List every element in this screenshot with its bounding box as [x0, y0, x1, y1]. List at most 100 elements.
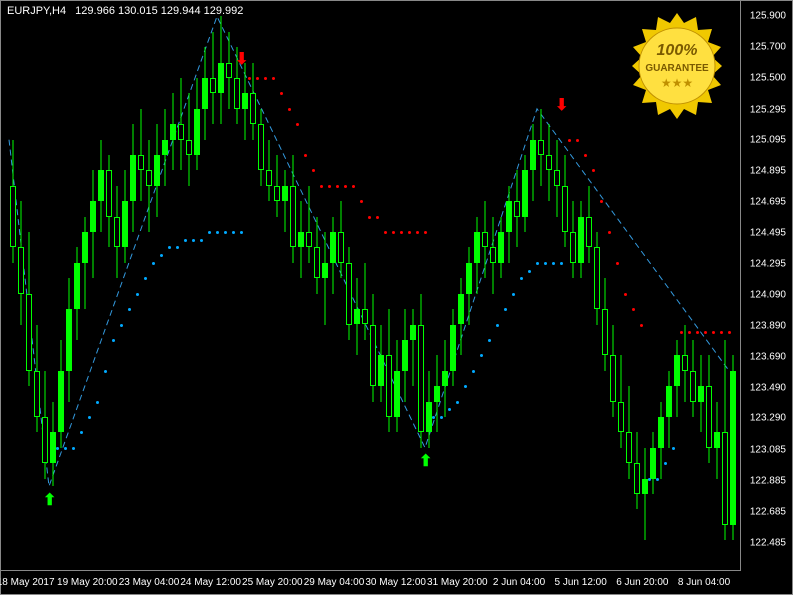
sar-dot-red [608, 231, 611, 234]
y-tick-label: 122.885 [750, 475, 786, 486]
y-tick-label: 124.090 [750, 290, 786, 301]
sar-dot-blue [448, 408, 451, 411]
sar-dot-blue [152, 262, 155, 265]
sar-dot-blue [104, 370, 107, 373]
sar-dot-red [408, 231, 411, 234]
y-tick-label: 125.295 [750, 104, 786, 115]
y-tick-label: 122.685 [750, 506, 786, 517]
sar-dot-blue [80, 431, 83, 434]
sar-dot-red [416, 231, 419, 234]
symbol-label: EURJPY,H4 [7, 5, 66, 17]
sar-dot-red [688, 331, 691, 334]
sar-dot-red [328, 185, 331, 188]
y-axis: 125.900125.700125.500125.295125.095124.8… [740, 1, 792, 571]
sar-dot-red [584, 154, 587, 157]
sar-dot-red [624, 293, 627, 296]
sar-dot-red [376, 216, 379, 219]
sar-dot-red [384, 231, 387, 234]
sell-arrow-icon: ⬇ [235, 49, 248, 69]
sar-dot-blue [504, 308, 507, 311]
sar-dot-red [304, 154, 307, 157]
sell-arrow-icon: ⬇ [555, 95, 568, 115]
sar-dot-blue [64, 447, 67, 450]
sar-dot-blue [200, 239, 203, 242]
badge-text-bottom: GUARANTEE [645, 63, 709, 74]
sar-dot-blue [656, 478, 659, 481]
sar-dot-blue [88, 416, 91, 419]
chart-title: EURJPY,H4 129.966 130.015 129.944 129.99… [7, 5, 243, 17]
sar-dot-blue [488, 339, 491, 342]
sar-dot-red [720, 331, 723, 334]
sar-dot-red [264, 77, 267, 80]
sar-dot-blue [56, 447, 59, 450]
sar-dot-red [248, 77, 251, 80]
y-tick-label: 123.890 [750, 321, 786, 332]
sar-dot-blue [96, 401, 99, 404]
sar-dot-red [256, 77, 259, 80]
x-tick-label: 29 May 04:00 [304, 577, 365, 588]
y-tick-label: 124.295 [750, 258, 786, 269]
sar-dot-blue [512, 293, 515, 296]
x-tick-label: 23 May 04:00 [119, 577, 180, 588]
sar-dot-red [592, 169, 595, 172]
badge-seal-icon: 100% GUARANTEE ★★★ [632, 13, 722, 119]
sar-dot-blue [432, 416, 435, 419]
sar-dot-red [424, 231, 427, 234]
y-tick-label: 123.690 [750, 351, 786, 362]
badge-stars: ★★★ [661, 76, 693, 90]
sar-dot-blue [224, 231, 227, 234]
sar-dot-red [616, 262, 619, 265]
y-tick-label: 125.500 [750, 73, 786, 84]
x-tick-label: 31 May 20:00 [427, 577, 488, 588]
ohlc-label: 129.966 130.015 129.944 129.992 [75, 5, 243, 17]
sar-dot-blue [440, 416, 443, 419]
guarantee-badge: 100% GUARANTEE ★★★ [622, 11, 732, 121]
y-tick-label: 124.895 [750, 166, 786, 177]
sar-dot-red [392, 231, 395, 234]
sar-dot-red [704, 331, 707, 334]
sar-dot-blue [136, 293, 139, 296]
y-tick-label: 125.900 [750, 11, 786, 22]
x-axis: 18 May 201719 May 20:0023 May 04:0024 Ma… [1, 570, 741, 594]
sar-dot-red [336, 185, 339, 188]
sar-dot-blue [176, 246, 179, 249]
sar-dot-blue [464, 385, 467, 388]
sar-dot-blue [160, 254, 163, 257]
sar-dot-blue [192, 239, 195, 242]
y-tick-label: 122.485 [750, 537, 786, 548]
sar-dot-blue [112, 339, 115, 342]
sar-dot-blue [664, 462, 667, 465]
sar-dot-blue [528, 270, 531, 273]
y-tick-label: 124.495 [750, 227, 786, 238]
sar-dot-blue [552, 262, 555, 265]
sar-dot-red [680, 331, 683, 334]
sar-dot-blue [648, 478, 651, 481]
sar-dot-red [568, 139, 571, 142]
sar-dot-blue [240, 231, 243, 234]
sar-dot-blue [456, 401, 459, 404]
forex-chart[interactable]: EURJPY,H4 129.966 130.015 129.944 129.99… [0, 0, 793, 595]
y-tick-label: 123.490 [750, 382, 786, 393]
sar-dot-red [320, 185, 323, 188]
x-tick-label: 18 May 2017 [0, 577, 55, 588]
sar-dot-red [632, 308, 635, 311]
sar-dot-blue [72, 447, 75, 450]
sar-dot-blue [672, 447, 675, 450]
x-tick-label: 24 May 12:00 [180, 577, 241, 588]
sar-dot-blue [520, 277, 523, 280]
sar-dot-blue [496, 324, 499, 327]
y-tick-label: 123.290 [750, 413, 786, 424]
sar-dot-blue [216, 231, 219, 234]
sar-dot-red [344, 185, 347, 188]
y-tick-label: 125.700 [750, 42, 786, 53]
sar-dot-red [288, 108, 291, 111]
x-tick-label: 8 Jun 04:00 [678, 577, 730, 588]
sar-dot-red [728, 331, 731, 334]
sar-dot-blue [168, 246, 171, 249]
sar-dot-red [696, 331, 699, 334]
y-tick-label: 123.085 [750, 445, 786, 456]
sar-dot-red [360, 200, 363, 203]
sar-dot-red [368, 216, 371, 219]
sar-dot-blue [560, 262, 563, 265]
badge-text-top: 100% [657, 42, 698, 59]
